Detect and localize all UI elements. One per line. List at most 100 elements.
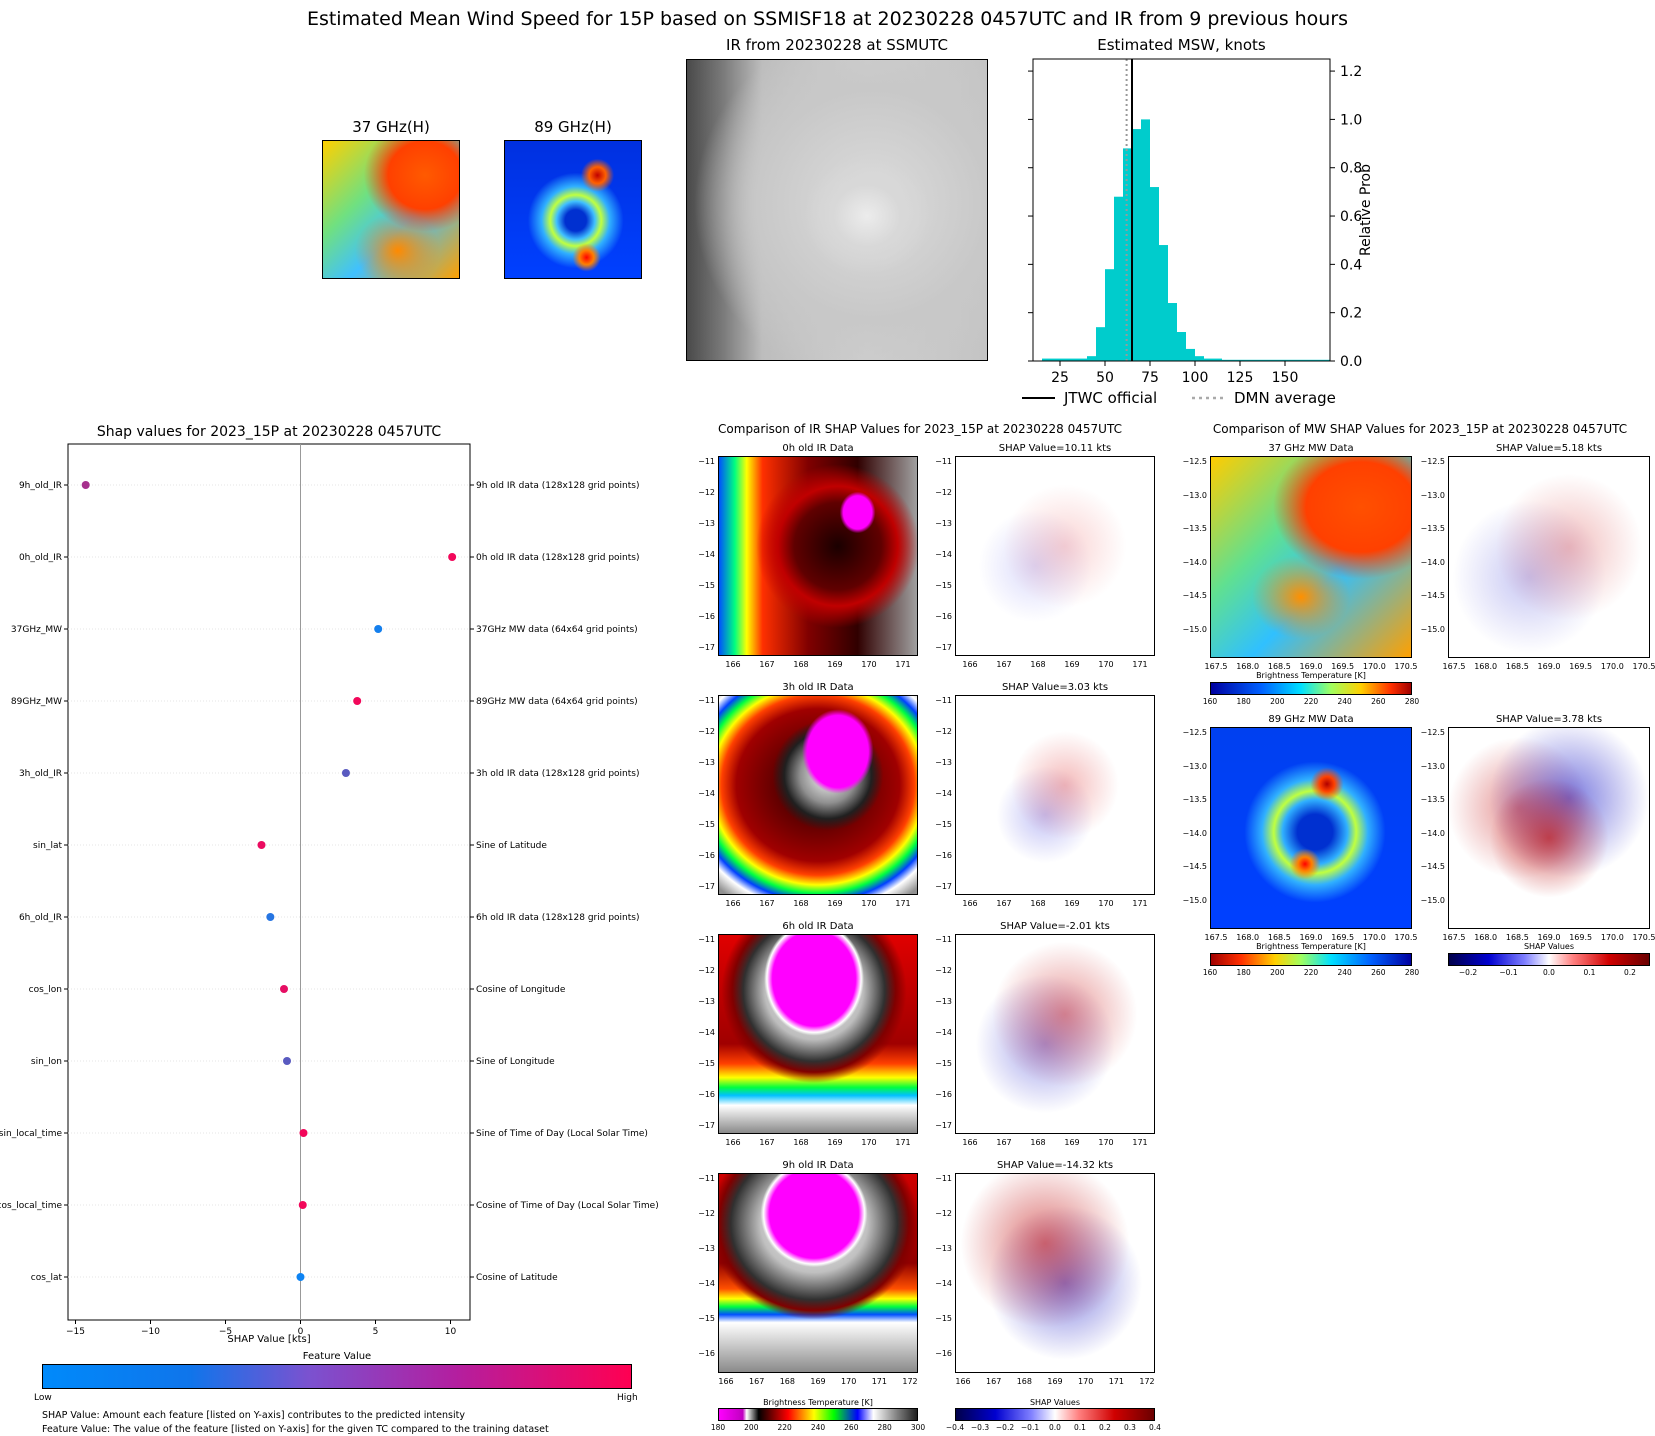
shap-frame <box>67 443 471 1321</box>
mw-bt-tick: 160 <box>1202 697 1218 706</box>
mw-shap-colorbar <box>1448 953 1650 966</box>
ir-data-panel-xtick-label: 170 <box>861 899 877 908</box>
mw-shap-panel-xtick-label: 169.5 <box>1569 933 1593 942</box>
hist-bar <box>1213 358 1222 361</box>
ir-shap-panel-title: SHAP Value=10.11 kts <box>998 443 1112 454</box>
mw-data-panel-ytick-label: −14.0 <box>1182 828 1207 838</box>
shap-feature-description: Cosine of Latitude <box>476 1273 558 1283</box>
ir-shap-panel-ytick-label: −11 <box>935 696 952 705</box>
mw-shap-panel-title: SHAP Value=3.78 kts <box>1495 714 1603 725</box>
ir-data-panel-xtick-label: 168 <box>793 899 809 908</box>
legend-jtwc-label: JTWC official <box>1063 389 1157 407</box>
mw-data-panel-xtick-label: 168.5 <box>1267 933 1291 942</box>
ir-shap-tick: 0.3 <box>1124 1423 1136 1432</box>
ir-shap-tick: 0.1 <box>1074 1423 1086 1432</box>
ir-data-panel-ytick-label: −14 <box>698 1028 715 1037</box>
mw-shap-panel-ytick-label: −15.0 <box>1420 624 1445 634</box>
hist-bar <box>1132 129 1141 361</box>
hist-bar <box>1267 359 1276 361</box>
ir-shap-panel-xtick-label: 170 <box>1098 899 1114 908</box>
shap-point <box>283 1057 291 1065</box>
shap-feature-description: Cosine of Longitude <box>476 985 566 995</box>
shap-xtick-label: 0 <box>298 1327 304 1337</box>
mw-shap-panel-xtick-label: 167.5 <box>1442 662 1466 671</box>
shap-summary-plot: 9h_old_IR 9h old IR data (128x128 grid po… <box>0 443 659 1345</box>
ir-data-panel-xtick-label: 172 <box>902 1377 918 1386</box>
ir-data-panel-xtick-label: 171 <box>895 1138 911 1147</box>
ir-shap-panel-title: SHAP Value=3.03 kts <box>1001 682 1109 693</box>
mw-comparison-title: Comparison of MW SHAP Values for 2023_15… <box>1212 422 1628 436</box>
ir-data-panel-ytick-label: −11 <box>698 935 715 944</box>
shap-point <box>374 625 383 633</box>
mw-shap-panel-xtick-label: 169.5 <box>1569 662 1593 671</box>
ir-shap-panel-title: SHAP Value=-14.32 kts <box>996 1160 1114 1171</box>
mw-data-panel-title: 37 GHz MW Data <box>1268 443 1354 454</box>
hist-bar <box>1042 358 1051 361</box>
ir-data-panel-ytick-label: −13 <box>698 758 715 767</box>
ir-shap-panel <box>955 934 1155 1134</box>
main-title: Estimated Mean Wind Speed for 15P based … <box>306 8 1349 30</box>
mw-shap-panel-ytick-label: −14.0 <box>1420 557 1445 567</box>
msw-histogram: 25 50 75 100 125 150 0.0 0.2 0.4 0.6 0.8 1.0 1.2 Rel… <box>1022 58 1374 407</box>
ir-data-panel-ytick-label: −12 <box>698 966 715 975</box>
ir-shap-panel-xtick-label: 166 <box>962 1138 978 1147</box>
mw-bt-colorbar <box>1210 953 1412 966</box>
shap-point <box>266 913 275 921</box>
ir-data-panel-ytick-label: −14 <box>698 1279 715 1289</box>
ir-shap-panel-ytick-label: −14 <box>935 789 952 798</box>
ir-shap-panel <box>955 1173 1155 1373</box>
ir-shap-panel-xtick-label: 169 <box>1064 899 1080 908</box>
mw-shap-panel-ytick-label: −14.5 <box>1420 591 1445 601</box>
mw-data-panel-ytick-label: −14.5 <box>1182 862 1207 872</box>
mw-data-panel <box>1210 456 1412 658</box>
ir-data-panel-title: 0h old IR Data <box>782 443 854 454</box>
shap-feature-label: 0h_old_IR <box>19 553 62 563</box>
mw-shap-panel-ytick-label: −14.0 <box>1420 828 1445 838</box>
hist-ytick-label: 1.2 <box>1340 64 1362 80</box>
hist-bar <box>1195 356 1204 361</box>
ir-bt-colorbar-label: Brightness Temperature [K] <box>763 1398 873 1407</box>
footnote-shap: SHAP Value: Amount each feature [listed … <box>42 1410 465 1421</box>
ir-data-panel-title: 3h old IR Data <box>782 682 854 693</box>
shap-feature-description: 37GHz MW data (64x64 grid points) <box>476 625 638 635</box>
shap-feature-description: 9h old IR data (128x128 grid points) <box>476 481 639 491</box>
ir-shap-panel <box>955 695 1155 895</box>
ir-data-panel-title: 9h old IR Data <box>782 1160 854 1171</box>
mw-bt-tick: 200 <box>1270 968 1285 977</box>
ir-shap-panel-ytick-label: −13 <box>935 519 952 528</box>
ir-data-panel-xtick-label: 166 <box>725 660 741 669</box>
mw-data-panel-title: 89 GHz MW Data <box>1268 714 1354 725</box>
hist-bar <box>1249 359 1258 361</box>
shap-point <box>448 553 457 561</box>
mw-data-panel-ytick-label: −12.5 <box>1182 728 1207 737</box>
hist-bar <box>1177 332 1186 361</box>
mw-shap-tick: −0.2 <box>1458 968 1478 977</box>
ir-data-panel-ytick-label: −15 <box>698 581 715 590</box>
ir-shap-panel-xtick-label: 167 <box>986 1377 1002 1386</box>
mw-data-panel-ytick-label: −13.5 <box>1182 795 1207 805</box>
ir-data-panel-xtick-label: 169 <box>810 1377 826 1386</box>
ir-data-panel-ytick-label: −13 <box>698 1244 715 1254</box>
ir-data-panel-xtick-label: 170 <box>861 660 877 669</box>
ir-shap-panel-ytick-label: −12 <box>935 727 952 736</box>
ir-shap-panel-ytick-label: −16 <box>935 1090 952 1099</box>
mw-shap-panel-ytick-label: −13.0 <box>1420 761 1445 771</box>
mw-shap-panel-xtick-label: 167.5 <box>1442 933 1466 942</box>
mw-shap-panel-title: SHAP Value=5.18 kts <box>1495 443 1603 454</box>
shap-point <box>341 769 350 777</box>
mw-data-panel-ytick-label: −13.0 <box>1182 761 1207 771</box>
mw-shap-colorbar-label: SHAP Values <box>1523 942 1575 951</box>
hist-bar <box>1303 359 1312 361</box>
mw-data-panel-ytick-label: −13.5 <box>1182 524 1207 534</box>
ir-data-panel-xtick-label: 166 <box>725 1138 741 1147</box>
mw-data-panel-xtick-label: 168.5 <box>1267 662 1291 671</box>
ir-bt-tick: 280 <box>877 1423 892 1432</box>
ir-shap-panel-ytick-label: −13 <box>935 758 952 767</box>
hist-xtick-label: 75 <box>1141 370 1159 386</box>
hist-bar <box>1312 359 1321 361</box>
hist-bar <box>1204 358 1213 361</box>
mw-data-panel-xtick-label: 168.0 <box>1236 933 1260 942</box>
mw89-image <box>504 140 642 279</box>
ir-shap-panel-xtick-label: 170 <box>1098 1138 1114 1147</box>
ir-shap-tick: 0.4 <box>1149 1423 1161 1432</box>
